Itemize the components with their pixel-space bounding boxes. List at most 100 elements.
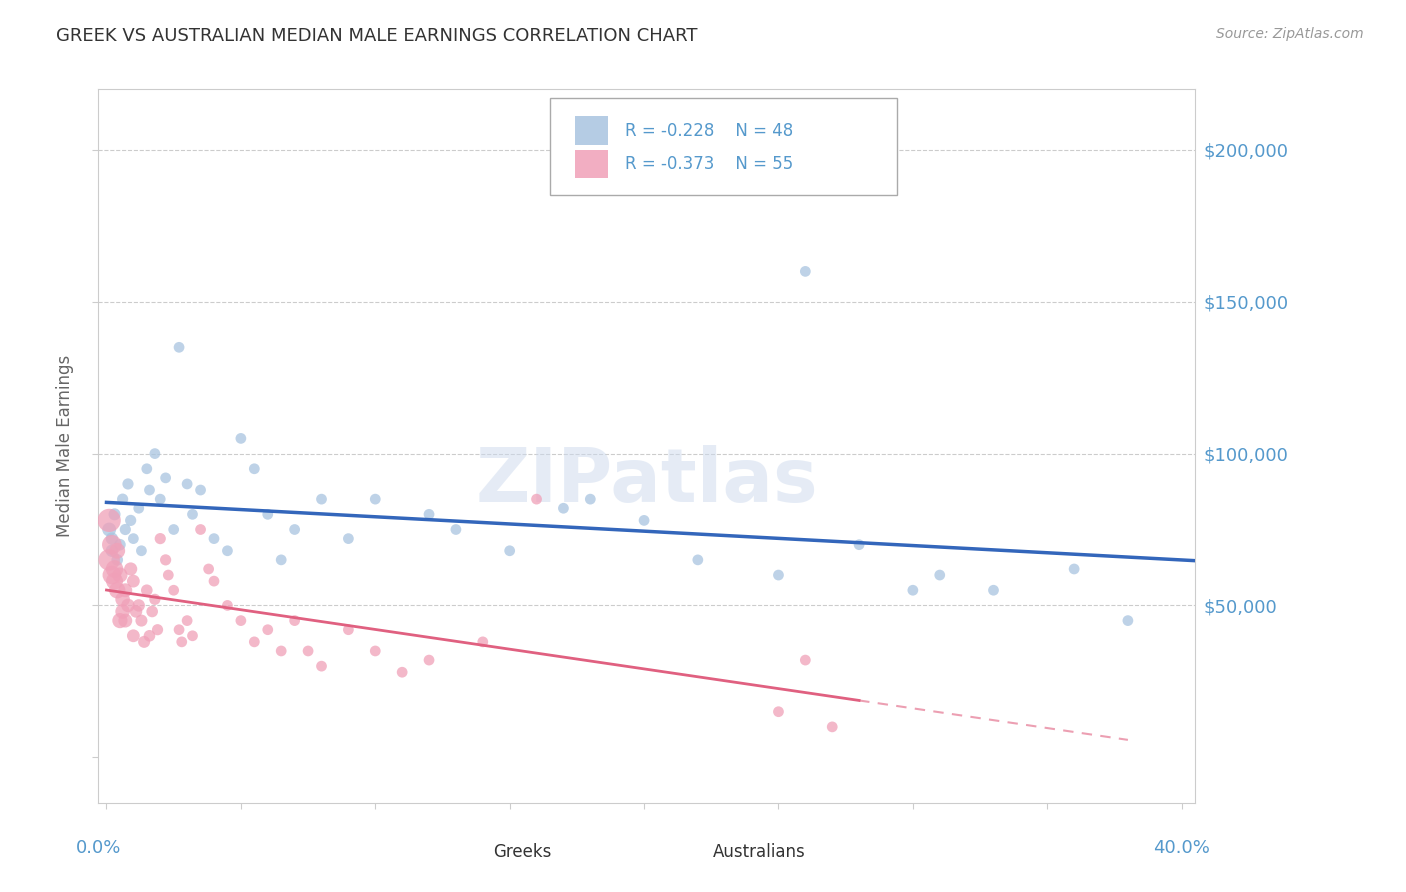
Point <box>794 264 817 278</box>
Point <box>108 568 131 582</box>
Point <box>143 447 166 461</box>
Point <box>108 614 131 628</box>
Point <box>633 513 655 527</box>
Point <box>337 532 360 546</box>
Point <box>243 462 266 476</box>
Point <box>311 659 333 673</box>
Point <box>120 562 142 576</box>
Point <box>98 523 121 537</box>
Point <box>138 629 160 643</box>
Point <box>526 492 548 507</box>
Point <box>768 568 790 582</box>
Point <box>105 543 128 558</box>
Point <box>143 592 166 607</box>
Point <box>108 538 131 552</box>
FancyBboxPatch shape <box>450 840 482 863</box>
Point <box>311 492 333 507</box>
Point <box>111 605 134 619</box>
Point <box>794 653 817 667</box>
Point <box>337 623 360 637</box>
Point <box>229 431 252 445</box>
Text: R = -0.373    N = 55: R = -0.373 N = 55 <box>624 155 793 173</box>
Point <box>181 629 204 643</box>
FancyBboxPatch shape <box>575 116 609 145</box>
Point <box>103 508 125 522</box>
Point <box>391 665 413 680</box>
Point <box>297 644 319 658</box>
Point <box>131 543 153 558</box>
Point <box>181 508 204 522</box>
Point <box>105 553 128 567</box>
Text: Source: ZipAtlas.com: Source: ZipAtlas.com <box>1216 27 1364 41</box>
Point <box>155 471 177 485</box>
Text: Australians: Australians <box>713 843 806 861</box>
Point <box>98 513 121 527</box>
Point <box>111 592 134 607</box>
Point <box>768 705 790 719</box>
Point <box>284 523 307 537</box>
Point <box>122 532 145 546</box>
Point <box>190 483 212 497</box>
Point <box>270 553 292 567</box>
Point <box>499 543 522 558</box>
Point <box>125 605 148 619</box>
Point <box>163 583 186 598</box>
Point <box>114 583 136 598</box>
Point <box>141 605 163 619</box>
Point <box>364 644 387 658</box>
Point <box>284 614 307 628</box>
Point <box>138 483 160 497</box>
Point <box>120 513 142 527</box>
Point <box>217 599 239 613</box>
Point <box>122 574 145 588</box>
Text: Greeks: Greeks <box>494 843 551 861</box>
Point <box>103 574 125 588</box>
Point <box>146 623 169 637</box>
Point <box>190 523 212 537</box>
Point <box>98 553 121 567</box>
Point <box>103 562 125 576</box>
Text: 0.0%: 0.0% <box>76 839 121 857</box>
Point <box>229 614 252 628</box>
Point <box>135 462 157 476</box>
Point <box>256 508 278 522</box>
Point <box>170 635 193 649</box>
Point <box>579 492 602 507</box>
Point <box>243 635 266 649</box>
Point <box>553 501 575 516</box>
Point <box>105 583 128 598</box>
FancyBboxPatch shape <box>550 98 897 194</box>
Point <box>364 492 387 507</box>
Point <box>202 532 225 546</box>
Point <box>155 553 177 567</box>
Point <box>176 477 198 491</box>
Point <box>101 538 124 552</box>
Point <box>114 523 136 537</box>
Text: ZIPatlas: ZIPatlas <box>475 445 818 518</box>
Point <box>128 501 150 516</box>
Point <box>157 568 180 582</box>
Point <box>418 653 440 667</box>
Point <box>117 599 139 613</box>
Point <box>135 583 157 598</box>
Point <box>197 562 219 576</box>
Point <box>117 477 139 491</box>
Point <box>983 583 1005 598</box>
Text: GREEK VS AUSTRALIAN MEDIAN MALE EARNINGS CORRELATION CHART: GREEK VS AUSTRALIAN MEDIAN MALE EARNINGS… <box>56 27 697 45</box>
Point <box>202 574 225 588</box>
Text: 40.0%: 40.0% <box>1153 839 1211 857</box>
Point <box>686 553 709 567</box>
Point <box>928 568 950 582</box>
Point <box>101 543 124 558</box>
Point <box>131 614 153 628</box>
Point <box>111 492 134 507</box>
Point <box>149 492 172 507</box>
Point <box>1116 614 1139 628</box>
Point <box>134 635 156 649</box>
Point <box>256 623 278 637</box>
Point <box>1063 562 1085 576</box>
Point <box>101 568 124 582</box>
Point <box>122 629 145 643</box>
Point <box>821 720 844 734</box>
Point <box>444 523 467 537</box>
